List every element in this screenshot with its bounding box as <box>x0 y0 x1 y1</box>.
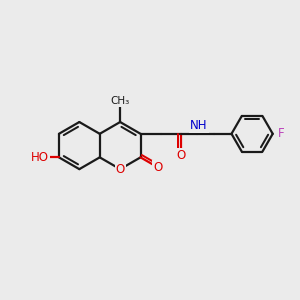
Text: O: O <box>153 160 162 174</box>
Text: F: F <box>278 127 284 140</box>
Text: HO: HO <box>31 151 49 164</box>
Text: CH₃: CH₃ <box>110 96 130 106</box>
Text: NH: NH <box>190 119 208 132</box>
Text: O: O <box>177 149 186 162</box>
Text: O: O <box>116 163 125 176</box>
